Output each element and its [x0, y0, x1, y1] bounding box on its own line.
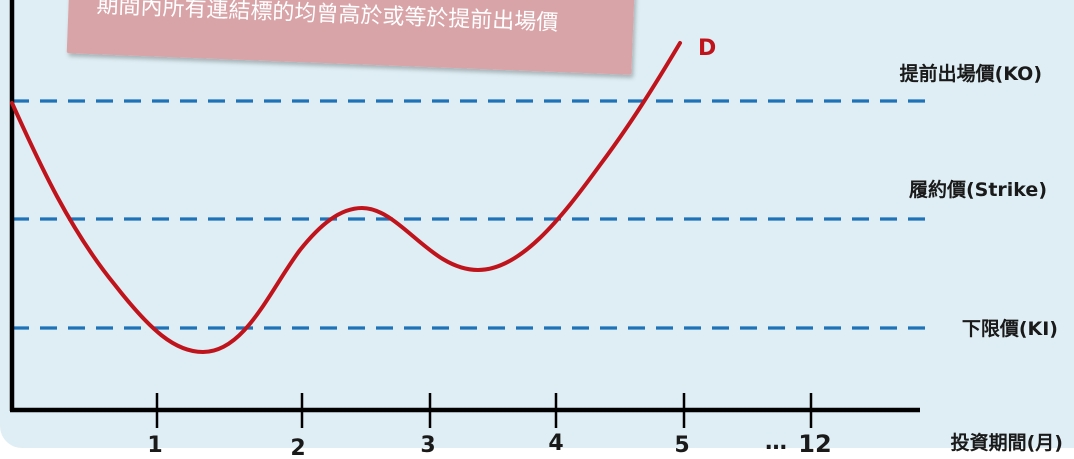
tick-label-12: 12: [798, 430, 831, 458]
ki-level-label: 下限價(KI): [962, 317, 1058, 340]
curve-label-d: D: [698, 36, 716, 61]
callout-box: 期間內所有連結標的均曾高於或等於提前出場價: [66, 0, 635, 75]
tick-label-4: 4: [548, 431, 563, 456]
tick-label-1: 1: [147, 433, 162, 458]
x-axis-title: 投資期間(月): [951, 431, 1063, 454]
price-path-d: [10, 41, 682, 354]
background-panel: [0, 0, 1074, 448]
ko-level-label: 提前出場價(KO): [900, 62, 1042, 85]
strike-level-label: 履約價(Strike): [909, 178, 1047, 201]
tick-label-5: 5: [674, 433, 689, 458]
tick-ellipsis: …: [765, 430, 787, 455]
tick-label-2: 2: [290, 436, 305, 459]
tick-label-3: 3: [420, 433, 435, 458]
